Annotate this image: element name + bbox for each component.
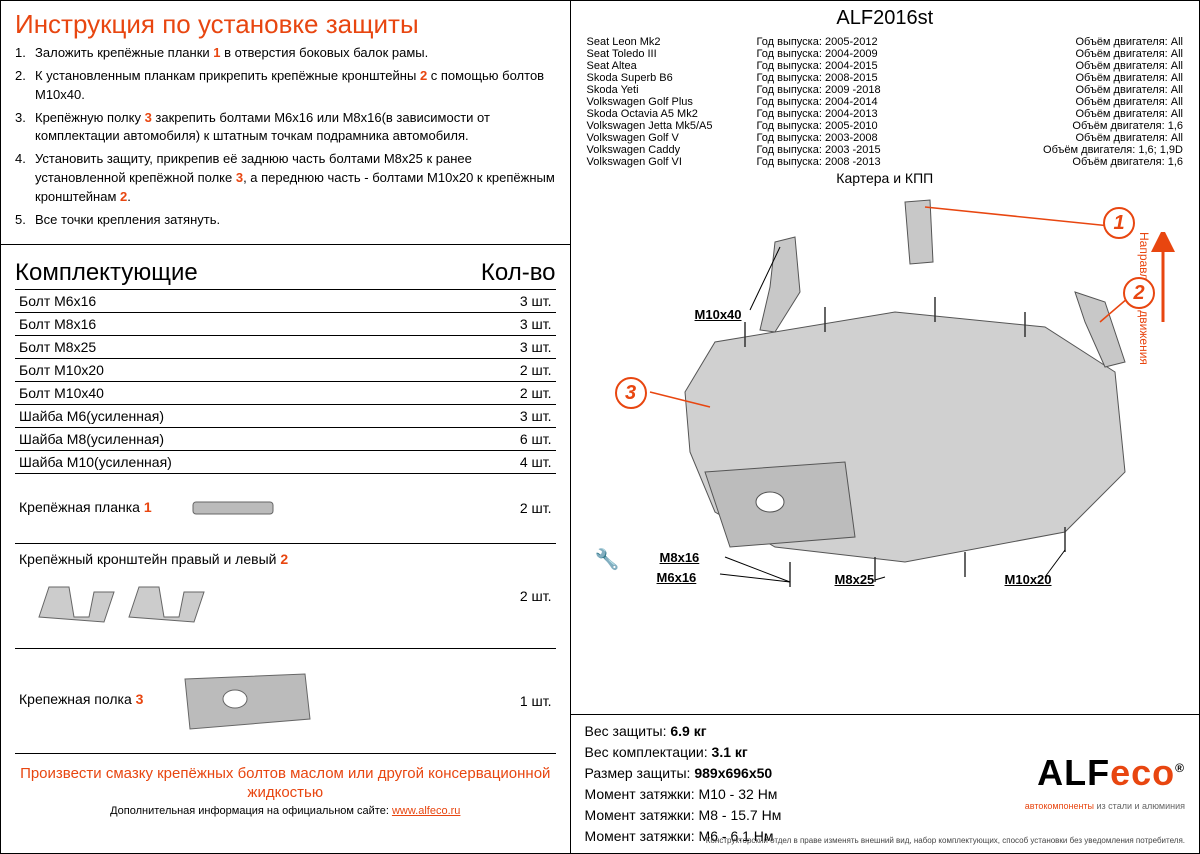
vehicle-row: Volkswagen Golf PlusГод выпуска: 2004-20… xyxy=(585,96,1185,108)
parts-header: Комплектующие Кол-во xyxy=(1,245,570,289)
instruction-item: Установить защиту, прикрепив её заднюю ч… xyxy=(35,150,556,207)
page-container: Инструкция по установке защиты Заложить … xyxy=(0,0,1200,854)
vehicle-row: Skoda Superb B6Год выпуска: 2008-2015Объ… xyxy=(585,72,1185,84)
vehicle-row: Seat Toledo IIIГод выпуска: 2004-2009Объ… xyxy=(585,48,1185,60)
parts-row: Болт М6х163 шт. xyxy=(15,289,556,312)
parts-row: Шайба М6(усиленная)3 шт. xyxy=(15,404,556,427)
callout-3: 3 xyxy=(615,377,647,409)
spec-box: Вес защиты: 6.9 кгВес комплектации: 3.1 … xyxy=(571,714,1199,853)
instructions-list: Заложить крепёжные планки 1 в отверстия … xyxy=(15,44,556,230)
parts-table: Болт М6х163 шт.Болт М8х163 шт.Болт М8х25… xyxy=(15,289,556,754)
vehicle-row: Volkswagen Golf VГод выпуска: 2003-2008О… xyxy=(585,132,1185,144)
bolt-label: M8x25 xyxy=(835,572,875,587)
vehicle-row: Skoda YetiГод выпуска: 2009 -2018Объём д… xyxy=(585,84,1185,96)
parts-row: Шайба М8(усиленная)6 шт. xyxy=(15,427,556,450)
instruction-item: Заложить крепёжные планки 1 в отверстия … xyxy=(35,44,556,63)
parts-image-row: Крепёжная планка 1 2 шт. xyxy=(15,473,556,543)
vehicle-row: Volkswagen CaddyГод выпуска: 2003 -2015О… xyxy=(585,144,1185,156)
logo-alf: ALF xyxy=(1037,752,1110,793)
website-link[interactable]: www.alfeco.ru xyxy=(392,805,460,817)
parts-row: Болт М10х202 шт. xyxy=(15,358,556,381)
vehicle-row: Seat Leon Mk2Год выпуска: 2005-2012Объём… xyxy=(585,36,1185,48)
spec-line: Вес защиты: 6.9 кг xyxy=(585,721,1185,742)
callout-1: 1 xyxy=(1103,207,1135,239)
vehicle-row: Skoda Octavia A5 Mk2Год выпуска: 2004-20… xyxy=(585,108,1185,120)
logo-eco: eco xyxy=(1110,752,1175,793)
parts-row: Шайба М10(усиленная)4 шт. xyxy=(15,450,556,473)
karter-label: Картера и КПП xyxy=(571,168,1199,188)
website-note: Дополнительная информация на официальном… xyxy=(1,805,570,823)
instruction-item: Все точки крепления затянуть. xyxy=(35,211,556,230)
logo-tagline: автокомпоненты из стали и алюминия xyxy=(1025,800,1185,814)
parts-row: Болт М10х402 шт. xyxy=(15,381,556,404)
product-code: ALF2016st xyxy=(571,1,1199,36)
diagram-area: Направление движения xyxy=(585,192,1185,710)
parts-row: Болт М8х253 шт. xyxy=(15,335,556,358)
callout-2: 2 xyxy=(1123,277,1155,309)
parts-header-right: Кол-во xyxy=(481,259,556,287)
lubrication-note: Произвести смазку крепёжных болтов масло… xyxy=(1,754,570,805)
vehicle-row: Seat AlteaГод выпуска: 2004-2015Объём дв… xyxy=(585,60,1185,72)
left-column: Инструкция по установке защиты Заложить … xyxy=(1,1,571,853)
bolt-label: M10x20 xyxy=(1005,572,1052,587)
parts-image-row: Крепежная полка 3 1 шт. xyxy=(15,648,556,753)
wrench-icon: 🔧 xyxy=(595,547,620,572)
parts-row: Болт М8х163 шт. xyxy=(15,312,556,335)
parts-image-row: Крепёжный кронштейн правый и левый 2 2 ш… xyxy=(15,543,556,648)
bolt-label: M8x16 xyxy=(660,550,700,565)
instruction-item: К установленным планкам прикрепить крепё… xyxy=(35,67,556,105)
instructions-box: Заложить крепёжные планки 1 в отверстия … xyxy=(1,44,570,245)
website-prefix: Дополнительная информация на официальном… xyxy=(110,805,392,817)
logo-reg: ® xyxy=(1175,761,1185,775)
instructions-title: Инструкция по установке защиты xyxy=(1,1,570,44)
vehicle-row: Volkswagen Jetta Mk5/A5Год выпуска: 2005… xyxy=(585,120,1185,132)
vehicle-row: Volkswagen Golf VIГод выпуска: 2008 -201… xyxy=(585,156,1185,168)
vehicle-table: Seat Leon Mk2Год выпуска: 2005-2012Объём… xyxy=(571,36,1199,168)
instruction-item: Крепёжную полку 3 закрепить болтами М6х1… xyxy=(35,109,556,147)
right-column: ALF2016st Seat Leon Mk2Год выпуска: 2005… xyxy=(571,1,1199,853)
skid-plate-diagram xyxy=(595,192,1175,602)
parts-header-left: Комплектующие xyxy=(15,259,198,287)
bolt-label: M6x16 xyxy=(657,570,697,585)
construct-note: Конструкторский отдел в праве изменять в… xyxy=(706,835,1185,847)
logo: ALFeco® автокомпоненты из стали и алюмин… xyxy=(1025,746,1185,814)
bolt-label: M10x40 xyxy=(695,307,742,322)
